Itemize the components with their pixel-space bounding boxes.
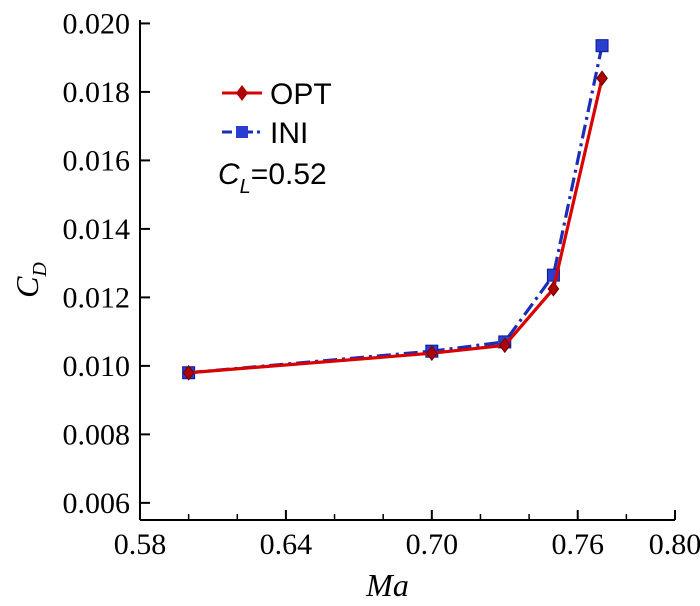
x-ticks: 0.58 0.64 0.70 0.76 0.80 (114, 510, 700, 561)
series-opt-line (188, 77, 604, 375)
cl-annotation-main: C (218, 158, 240, 191)
y-tick-label: 0.014 (63, 213, 131, 246)
cl-annotation-sub: L (240, 176, 251, 198)
y-tick-label: 0.012 (63, 281, 131, 314)
y-axis-title-sub: D (29, 262, 51, 278)
legend-ini-label: INI (270, 117, 308, 150)
y-tick-label: 0.020 (63, 7, 131, 40)
y-tick-label: 0.010 (63, 350, 131, 383)
y-tick-label: 0.018 (63, 76, 131, 109)
opt-point (547, 281, 560, 297)
opt-point (425, 345, 438, 362)
legend-ini-square-marker (236, 126, 248, 138)
axes (139, 20, 675, 521)
y-tick-label: 0.016 (63, 144, 131, 177)
y-axis-title: CD (9, 262, 51, 298)
cl-annotation: CL=0.52 (218, 158, 327, 198)
legend-item-opt: OPT (222, 78, 332, 111)
cl-annotation-rest: =0.52 (251, 158, 327, 191)
opt-point (498, 337, 511, 354)
series (182, 39, 609, 381)
x-tick-label: 0.80 (649, 528, 700, 561)
x-tick-label: 0.76 (551, 528, 604, 561)
x-axis-title: Ma (365, 567, 409, 603)
x-tick-label: 0.64 (260, 528, 313, 561)
series-ini-line (188, 45, 604, 375)
y-ticks: 0.006 0.008 0.010 0.012 0.014 0.016 0.018 0.020 (63, 7, 150, 520)
opt-point (182, 364, 195, 381)
opt-point (596, 70, 608, 87)
ini-point (595, 39, 609, 53)
legend: OPT INI (222, 78, 332, 150)
legend-item-ini: INI (222, 117, 308, 150)
legend-opt-diamond-marker (236, 85, 248, 101)
legend-opt-label: OPT (270, 78, 332, 111)
y-axis-title-main: C (9, 276, 45, 298)
x-tick-label: 0.70 (406, 528, 459, 561)
x-tick-label: 0.58 (114, 528, 167, 561)
y-tick-label: 0.006 (63, 487, 131, 520)
y-tick-label: 0.008 (63, 418, 131, 451)
